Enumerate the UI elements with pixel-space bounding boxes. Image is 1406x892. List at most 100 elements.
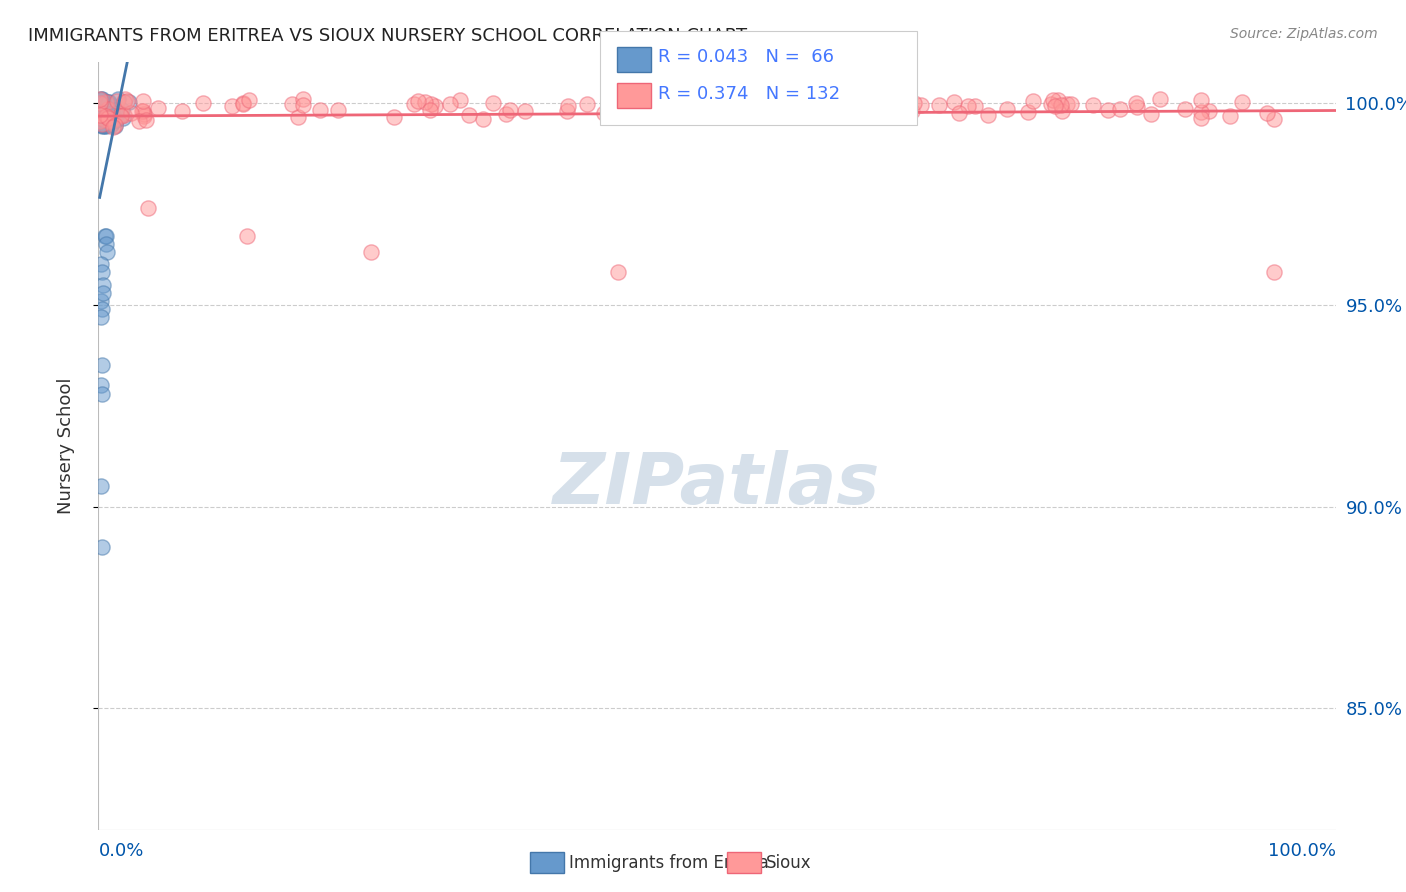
Point bbox=[1042, 93, 1064, 107]
Point bbox=[658, 103, 681, 117]
Point bbox=[89, 108, 111, 122]
Point bbox=[292, 97, 315, 112]
Point bbox=[1046, 93, 1069, 107]
Point bbox=[863, 111, 886, 125]
Point bbox=[90, 118, 112, 132]
Point bbox=[439, 97, 461, 112]
Point bbox=[89, 95, 111, 110]
Point bbox=[724, 95, 747, 110]
Point bbox=[806, 101, 828, 115]
Point bbox=[136, 201, 159, 215]
Point bbox=[94, 95, 117, 110]
Point bbox=[97, 104, 120, 119]
Point bbox=[308, 103, 330, 117]
Point bbox=[1125, 95, 1147, 110]
Point bbox=[89, 105, 111, 120]
Point bbox=[1050, 104, 1073, 119]
Point bbox=[740, 98, 762, 112]
Point bbox=[575, 97, 598, 112]
Point bbox=[91, 111, 114, 125]
Point bbox=[238, 93, 260, 107]
Point bbox=[1191, 104, 1213, 119]
Point bbox=[112, 111, 135, 125]
Point bbox=[1109, 103, 1132, 117]
Point bbox=[91, 265, 114, 279]
Point bbox=[94, 98, 117, 112]
Point bbox=[114, 92, 136, 106]
Point bbox=[89, 108, 111, 122]
Point bbox=[782, 107, 804, 121]
Point bbox=[96, 106, 118, 120]
Point bbox=[146, 101, 169, 115]
Point bbox=[776, 95, 799, 109]
Point bbox=[112, 95, 135, 110]
Point bbox=[97, 102, 120, 116]
Point bbox=[96, 119, 118, 133]
Point bbox=[402, 97, 425, 112]
Point bbox=[98, 102, 121, 116]
Point bbox=[90, 94, 112, 108]
Point bbox=[457, 108, 479, 122]
Point bbox=[903, 96, 925, 111]
Point bbox=[815, 95, 838, 110]
Point bbox=[232, 95, 254, 110]
Point bbox=[132, 109, 155, 123]
Point bbox=[420, 97, 443, 112]
Point bbox=[97, 96, 120, 111]
Point bbox=[91, 301, 114, 316]
Point bbox=[104, 119, 127, 133]
Point bbox=[948, 105, 970, 120]
Point bbox=[498, 103, 520, 117]
Point bbox=[104, 112, 127, 126]
Point bbox=[855, 94, 877, 108]
Point bbox=[97, 95, 120, 110]
Point bbox=[607, 265, 630, 279]
Point bbox=[93, 277, 115, 292]
Point bbox=[90, 112, 112, 126]
Point bbox=[1043, 99, 1066, 113]
Text: IMMIGRANTS FROM ERITREA VS SIOUX NURSERY SCHOOL CORRELATION CHART: IMMIGRANTS FROM ERITREA VS SIOUX NURSERY… bbox=[28, 27, 747, 45]
Point bbox=[718, 99, 741, 113]
Point bbox=[703, 103, 725, 117]
Point bbox=[778, 92, 800, 106]
Point bbox=[707, 103, 730, 118]
Point bbox=[91, 111, 114, 125]
Point bbox=[89, 104, 111, 119]
Point bbox=[957, 99, 980, 113]
Point bbox=[170, 104, 193, 119]
Point bbox=[287, 110, 309, 124]
Point bbox=[110, 107, 132, 121]
Point bbox=[1056, 97, 1078, 112]
Point bbox=[91, 111, 114, 125]
Text: 100.0%: 100.0% bbox=[1268, 842, 1336, 860]
Point bbox=[89, 112, 111, 126]
Point bbox=[110, 109, 132, 123]
Point bbox=[97, 110, 120, 124]
Point bbox=[111, 103, 134, 117]
Point bbox=[93, 119, 115, 133]
Point bbox=[1040, 96, 1063, 111]
Point bbox=[384, 110, 406, 124]
Point bbox=[89, 117, 111, 131]
Point bbox=[1126, 100, 1149, 114]
Point bbox=[1149, 92, 1171, 106]
Point bbox=[96, 108, 118, 122]
Point bbox=[112, 108, 135, 122]
Point bbox=[1198, 104, 1220, 119]
Point bbox=[101, 116, 124, 130]
Text: Immigrants from Eritrea: Immigrants from Eritrea bbox=[569, 854, 769, 871]
Point bbox=[97, 112, 120, 126]
Point bbox=[1022, 94, 1045, 108]
Point bbox=[100, 118, 122, 132]
Point bbox=[481, 95, 503, 110]
Point bbox=[89, 92, 111, 106]
Point bbox=[101, 107, 124, 121]
Point bbox=[90, 257, 112, 271]
Point bbox=[471, 112, 494, 126]
Point bbox=[839, 93, 862, 107]
Point bbox=[513, 103, 536, 118]
Point bbox=[128, 114, 150, 128]
Point bbox=[614, 109, 637, 123]
Point bbox=[94, 229, 117, 244]
Point bbox=[232, 97, 254, 112]
